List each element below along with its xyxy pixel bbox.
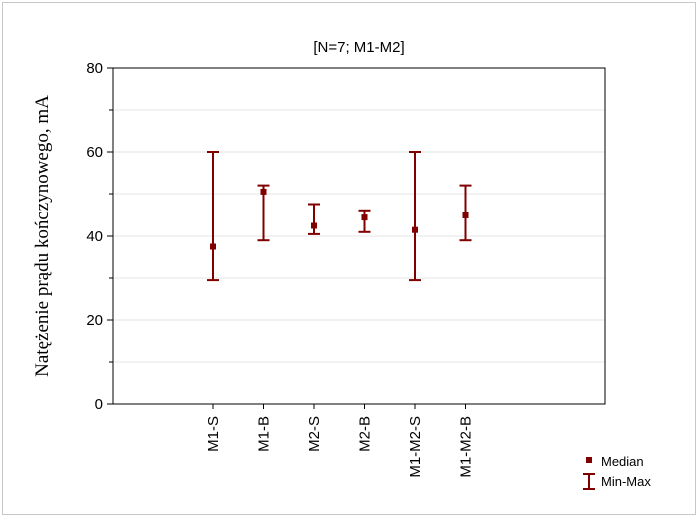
x-tick-label: M1-M2-S — [407, 416, 424, 478]
y-tick-label: 60 — [86, 144, 103, 161]
legend-item-median: Median — [586, 454, 644, 469]
min-max-bar — [308, 203, 320, 235]
series-min-max — [207, 151, 472, 282]
median-point — [462, 212, 469, 218]
x-tick-label: M2-S — [306, 416, 323, 452]
y-tick-label: 0 — [95, 396, 103, 413]
median-point — [260, 188, 267, 195]
legend: Median Min-Max — [583, 454, 651, 490]
legend-item-min-max: Min-Max — [583, 473, 651, 490]
x-tick-label: M1-S — [205, 416, 222, 452]
series-median — [210, 188, 469, 250]
x-tick-label: M1-B — [256, 416, 273, 452]
median-point — [361, 214, 368, 221]
median-point — [412, 226, 418, 233]
y-axis-title: Natężenie prądu kończynowego, mA — [32, 95, 53, 377]
min-max-bar — [409, 151, 421, 282]
median-point — [210, 243, 216, 250]
x-tick-label: M2-B — [357, 416, 374, 452]
min-max-bar — [207, 151, 219, 282]
y-tick-label: 20 — [86, 312, 103, 329]
y-tick-label: 40 — [86, 228, 103, 245]
svg-text:Median: Median — [601, 454, 644, 469]
y-axis: 0 20 40 60 80 — [86, 60, 113, 413]
x-axis: M1-S M1-B M2-S M2-B M1-M2-S M1-M2-B — [205, 404, 475, 478]
x-tick-label: M1-M2-B — [458, 416, 475, 478]
median-point — [311, 222, 317, 229]
min-max-bar — [358, 209, 371, 233]
y-tick-label: 80 — [86, 60, 103, 77]
chart-title: [N=7; M1-M2] — [313, 39, 404, 56]
chart-frame — [2, 2, 696, 515]
grid-lines — [113, 109, 605, 363]
svg-text:Min-Max: Min-Max — [601, 474, 651, 489]
